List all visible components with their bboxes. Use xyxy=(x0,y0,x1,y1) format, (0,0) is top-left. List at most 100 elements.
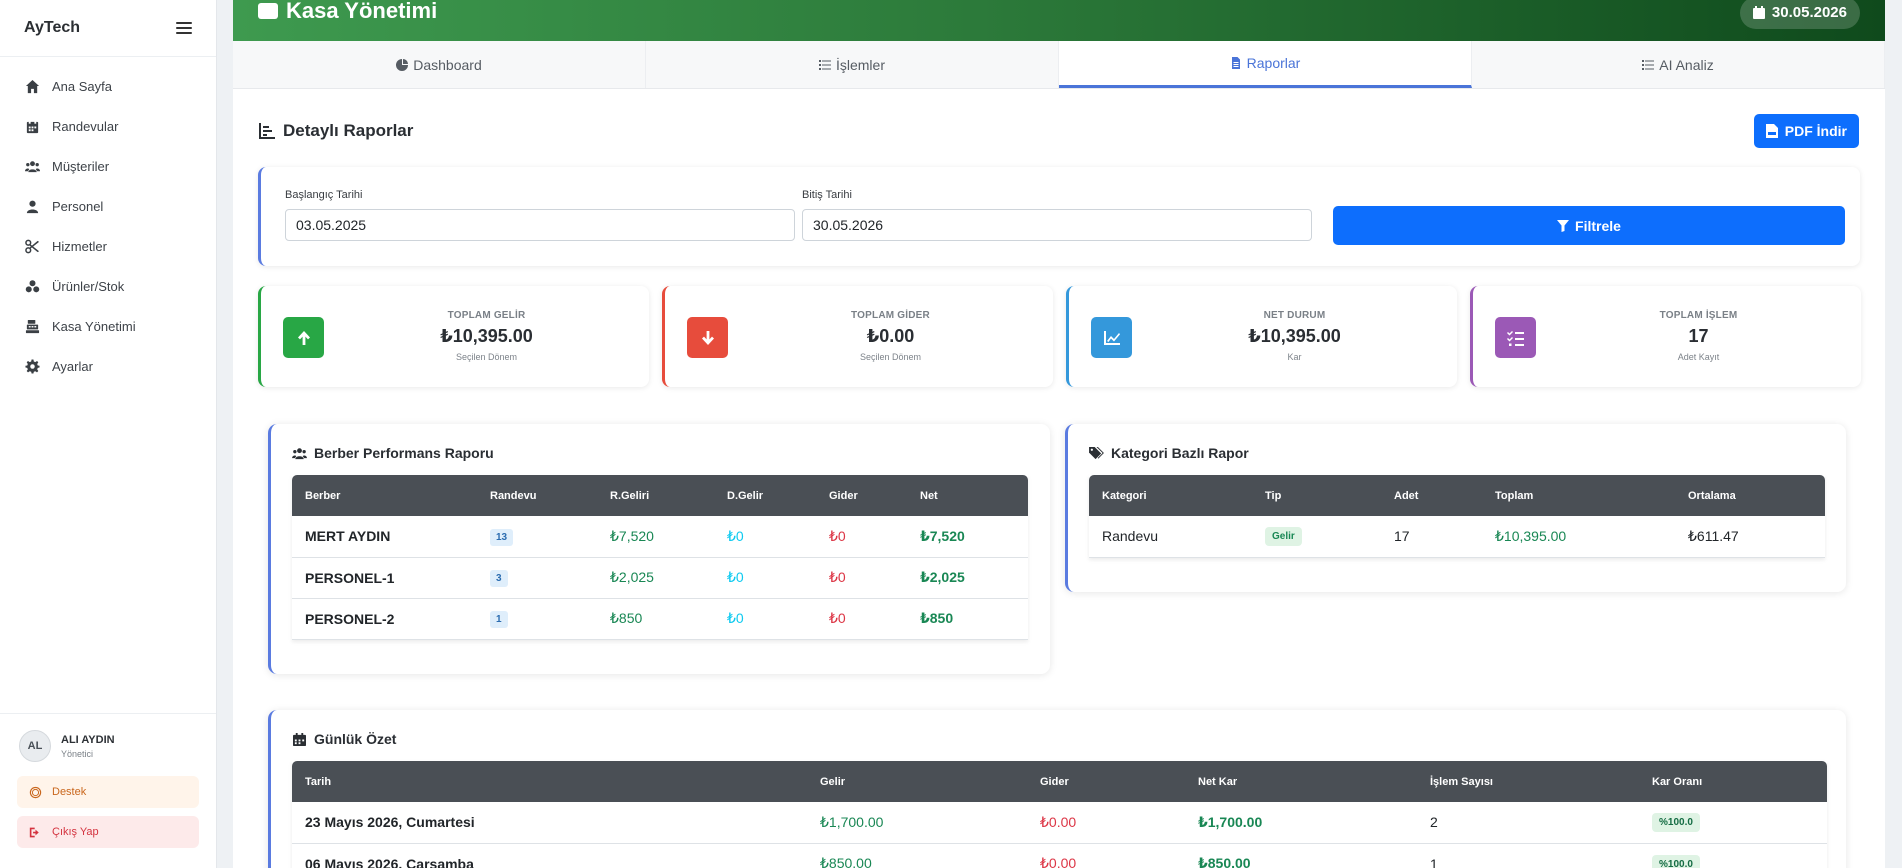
other-income: ₺0 xyxy=(714,557,816,599)
column-header: Net Kar xyxy=(1185,761,1417,802)
table-row: 23 Mayıs 2026, Cumartesi ₺1,700.00 ₺0.00… xyxy=(292,802,1827,844)
column-header: Toplam xyxy=(1482,475,1675,516)
report-title-text: Detaylı Raporlar xyxy=(283,121,414,140)
other-income: ₺0 xyxy=(714,598,816,640)
stat-card-total-income: TOPLAM GELİR ₺10,395.00 Seçilen Dönem xyxy=(258,286,649,387)
expense: ₺0 xyxy=(816,598,907,640)
column-header: İşlem Sayısı xyxy=(1417,761,1639,802)
sidebar-nav: Ana Sayfa Randevular Müşteriler Personel… xyxy=(0,57,216,386)
net-amount: ₺850 xyxy=(907,598,1028,640)
column-header: Randevu xyxy=(477,475,597,516)
users-icon xyxy=(292,447,307,459)
home-icon xyxy=(24,78,40,94)
sidebar-item-label: Ayarlar xyxy=(52,358,93,374)
barber-name: PERSONEL-1 xyxy=(292,557,477,599)
appointment-income: ₺7,520 xyxy=(597,516,714,558)
stat-label: TOPLAM GİDER xyxy=(851,310,930,321)
appointment-count-badge: 1 xyxy=(490,611,508,628)
sidebar-item-label: Müşteriler xyxy=(52,158,110,174)
sidebar-item-label: Personel xyxy=(52,198,104,214)
end-date-field: Bitiş Tarihi 30.05.2026 xyxy=(802,189,1312,241)
sidebar-item-kasa-yonetimi[interactable]: Kasa Yönetimi xyxy=(0,306,216,346)
tab-label: Raporlar xyxy=(1246,55,1301,71)
calendar-icon xyxy=(293,732,306,746)
total: ₺10,395.00 xyxy=(1482,516,1675,558)
category-report-title: Kategori Bazlı Rapor xyxy=(1089,445,1249,461)
column-header: Gider xyxy=(816,475,907,516)
filter-button[interactable]: Filtrele xyxy=(1333,206,1845,245)
lifebuoy-icon xyxy=(29,786,42,798)
sidebar-item-label: Kasa Yönetimi xyxy=(52,318,136,334)
list-check-icon xyxy=(1495,317,1536,358)
income: ₺850.00 xyxy=(807,843,1027,868)
user-profile[interactable]: AL ALI AYDIN Yönetici xyxy=(19,730,199,762)
barber-performance-table: Berber Randevu R.Geliri D.Gelir Gider Ne… xyxy=(292,475,1028,640)
sidebar-item-ayarlar[interactable]: Ayarlar xyxy=(0,346,216,386)
column-header: Berber xyxy=(292,475,477,516)
tab-label: AI Analiz xyxy=(1659,56,1714,73)
table-row: PERSONEL-2 1 ₺850 ₺0 ₺0 ₺850 xyxy=(292,598,1028,640)
appointment-count-cell: 3 xyxy=(477,557,597,599)
tab-ai-analiz[interactable]: AI Analiz xyxy=(1472,41,1885,88)
profit-ratio-cell: %100.0 xyxy=(1639,843,1827,868)
sidebar-item-randevular[interactable]: Randevular xyxy=(0,106,216,146)
table-header-row: Kategori Tip Adet Toplam Ortalama xyxy=(1089,475,1825,516)
column-header: Ortalama xyxy=(1675,475,1825,516)
net-profit: ₺1,700.00 xyxy=(1185,802,1417,844)
start-date-input[interactable]: 03.05.2025 xyxy=(285,209,795,241)
avatar: AL xyxy=(19,730,51,762)
stat-card-net-status: NET DURUM ₺10,395.00 Kar xyxy=(1066,286,1457,387)
sidebar-item-personel[interactable]: Personel xyxy=(0,186,216,226)
net-profit: ₺850.00 xyxy=(1185,843,1417,868)
stat-label: TOPLAM GELİR xyxy=(447,310,526,321)
sidebar-item-urunler-stok[interactable]: Ürünler/Stok xyxy=(0,266,216,306)
date-badge: 30.05.2026 xyxy=(1739,0,1860,29)
tab-dashboard[interactable]: Dashboard xyxy=(233,41,646,88)
filter-button-label: Filtrele xyxy=(1575,217,1621,234)
users-icon xyxy=(24,158,40,174)
stat-value: 17 xyxy=(1688,326,1709,346)
tab-label: Dashboard xyxy=(413,56,482,73)
category-report-title-text: Kategori Bazlı Rapor xyxy=(1111,445,1249,461)
menu-toggle-icon[interactable] xyxy=(176,22,192,34)
appointment-income: ₺2,025 xyxy=(597,557,714,599)
arrow-down-icon xyxy=(687,317,728,358)
sidebar-item-musteriler[interactable]: Müşteriler xyxy=(0,146,216,186)
column-header: Net xyxy=(907,475,1028,516)
report-title: Detaylı Raporlar xyxy=(259,121,413,141)
chart-line-icon xyxy=(1091,317,1132,358)
tab-label: İşlemler xyxy=(835,56,885,73)
tab-islemler[interactable]: İşlemler xyxy=(646,41,1059,88)
appointment-count-cell: 13 xyxy=(477,516,597,558)
table-header-row: Tarih Gelir Gider Net Kar İşlem Sayısı K… xyxy=(292,761,1827,802)
calendar-icon xyxy=(24,118,40,134)
support-button[interactable]: Destek xyxy=(17,776,199,808)
stat-value: ₺10,395.00 xyxy=(1248,326,1341,346)
profit-ratio-badge: %100.0 xyxy=(1652,854,1700,868)
transaction-count: 2 xyxy=(1417,802,1639,844)
page-title: Kasa Yönetimi xyxy=(258,0,437,24)
stat-subtitle: Kar xyxy=(1287,352,1302,362)
expense: ₺0.00 xyxy=(1027,802,1185,844)
table-row: 06 Mayıs 2026, Çarşamba ₺850.00 ₺0.00 ₺8… xyxy=(292,843,1827,868)
column-header: Tarih xyxy=(292,761,807,802)
logout-label: Çıkış Yap xyxy=(52,826,99,838)
stat-card-total-transactions: TOPLAM İŞLEM 17 Adet Kayıt xyxy=(1470,286,1861,387)
main-content: Kasa Yönetimi 30.05.2026 Dashboard İşlem… xyxy=(233,0,1885,868)
column-header: Kar Oranı xyxy=(1639,761,1827,802)
sidebar-item-label: Randevular xyxy=(52,118,119,134)
start-date-label: Başlangıç Tarihi xyxy=(285,189,363,201)
sidebar-item-ana-sayfa[interactable]: Ana Sayfa xyxy=(0,66,216,106)
sidebar-item-hizmetler[interactable]: Hizmetler xyxy=(0,226,216,266)
income: ₺1,700.00 xyxy=(807,802,1027,844)
tab-raporlar[interactable]: Raporlar xyxy=(1059,41,1472,88)
current-date: 30.05.2026 xyxy=(1771,4,1847,21)
pdf-download-button[interactable]: PDF İndir xyxy=(1753,114,1859,148)
logout-button[interactable]: Çıkış Yap xyxy=(17,816,199,848)
daily-summary-title-text: Günlük Özet xyxy=(314,731,397,747)
user-role: Yönetici xyxy=(61,748,94,759)
profit-ratio-cell: %100.0 xyxy=(1639,802,1827,844)
category-report-card: Kategori Bazlı Rapor Kategori Tip Adet T… xyxy=(1065,424,1846,592)
report-header: Detaylı Raporlar PDF İndir xyxy=(259,114,1859,148)
end-date-input[interactable]: 30.05.2026 xyxy=(802,209,1312,241)
